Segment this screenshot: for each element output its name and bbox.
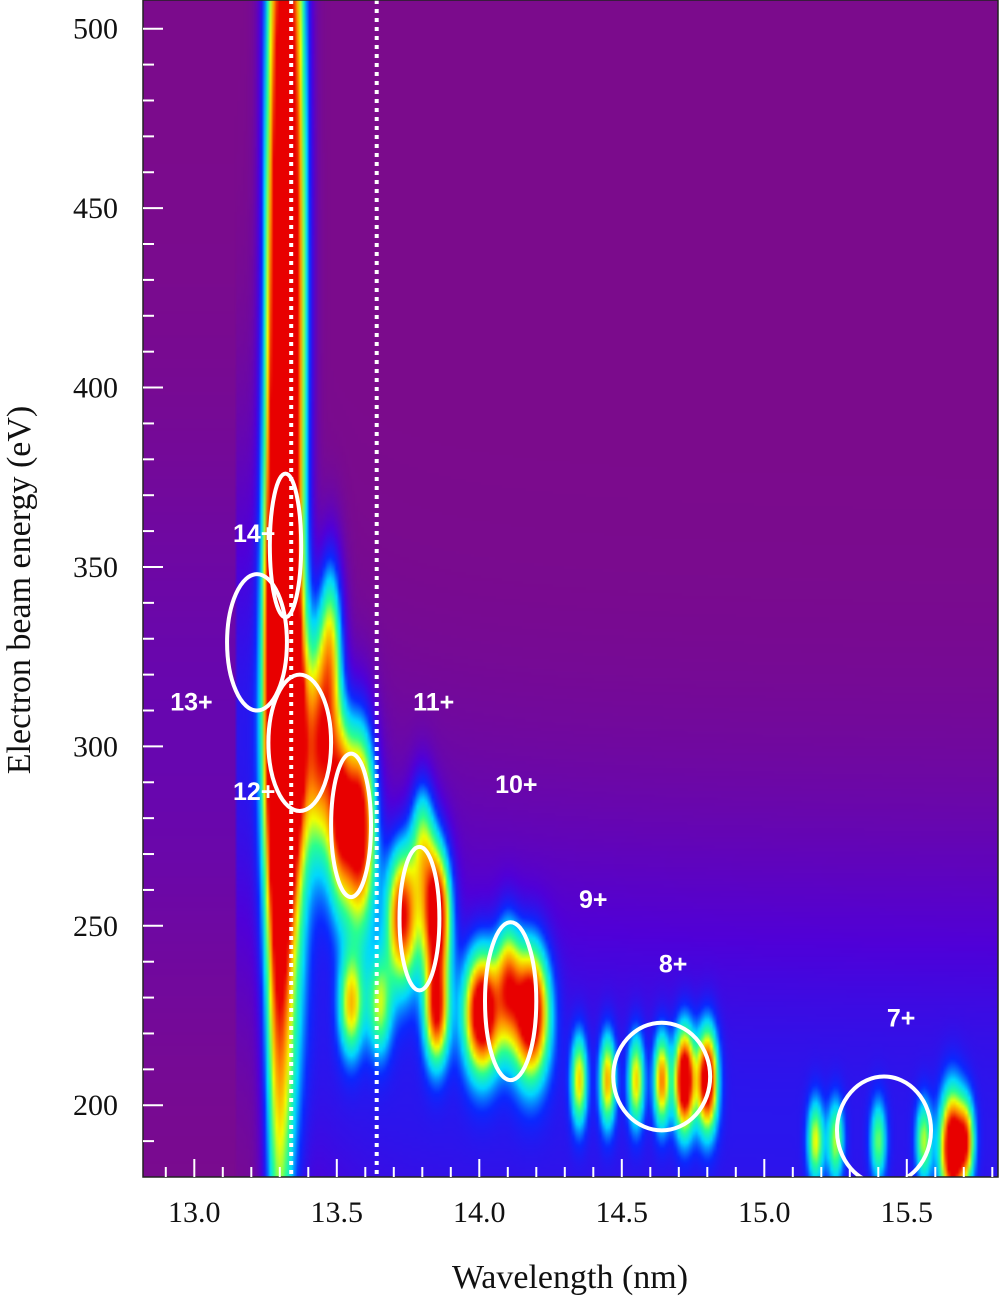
ion-label-14plus: 14+ (233, 520, 275, 548)
x-tick-label: 15.0 (738, 1196, 791, 1229)
x-tick-label: 14.0 (453, 1196, 506, 1229)
y-tick-label: 350 (73, 551, 118, 584)
ion-labels: 14+ 13+ 12+ 11+ 10+ 9+ 8+ 7+ (170, 520, 915, 1032)
ion-label-7plus: 7+ (887, 1004, 916, 1032)
x-axis-title: Wavelength (nm) (452, 1259, 688, 1296)
y-axis: 200 250 300 350 400 450 500 (73, 13, 163, 1143)
x-tick-label: 15.5 (881, 1196, 934, 1229)
y-tick-label: 200 (73, 1089, 118, 1122)
ion-ellipse-10plus (397, 844, 442, 993)
ion-ellipse-13plus (225, 572, 289, 713)
y-axis-title: Electron beam energy (eV) (1, 406, 38, 774)
y-tick-label: 450 (73, 192, 118, 225)
reference-lines (289, 0, 379, 1177)
x-tick-label: 13.0 (168, 1196, 221, 1229)
ion-label-8plus: 8+ (659, 950, 688, 978)
ion-ellipse-9plus (483, 920, 539, 1083)
x-tick-label: 13.5 (311, 1196, 364, 1229)
ion-ellipse-7plus (834, 1074, 934, 1177)
y-tick-label: 250 (73, 910, 118, 943)
ion-label-12plus: 12+ (233, 778, 275, 806)
y-tick-label: 500 (73, 13, 118, 46)
plot-frame (142, 0, 999, 1178)
ion-label-10plus: 10+ (495, 771, 537, 799)
ion-label-13plus: 13+ (170, 689, 212, 717)
x-axis: 13.0 13.5 14.0 14.5 15.0 15.5 (164, 1159, 994, 1229)
x-tick-label: 14.5 (596, 1196, 649, 1229)
y-tick-label: 300 (73, 730, 118, 763)
ion-ellipses (225, 471, 934, 1177)
y-tick-label: 400 (73, 372, 118, 405)
ion-label-9plus: 9+ (579, 886, 608, 914)
ion-label-11plus: 11+ (413, 689, 454, 717)
ion-ellipse-11plus (329, 751, 373, 900)
heatmap-image (143, 0, 998, 1177)
ion-ellipse-8plus (611, 1020, 713, 1133)
ion-ellipse-12plus (266, 672, 334, 813)
